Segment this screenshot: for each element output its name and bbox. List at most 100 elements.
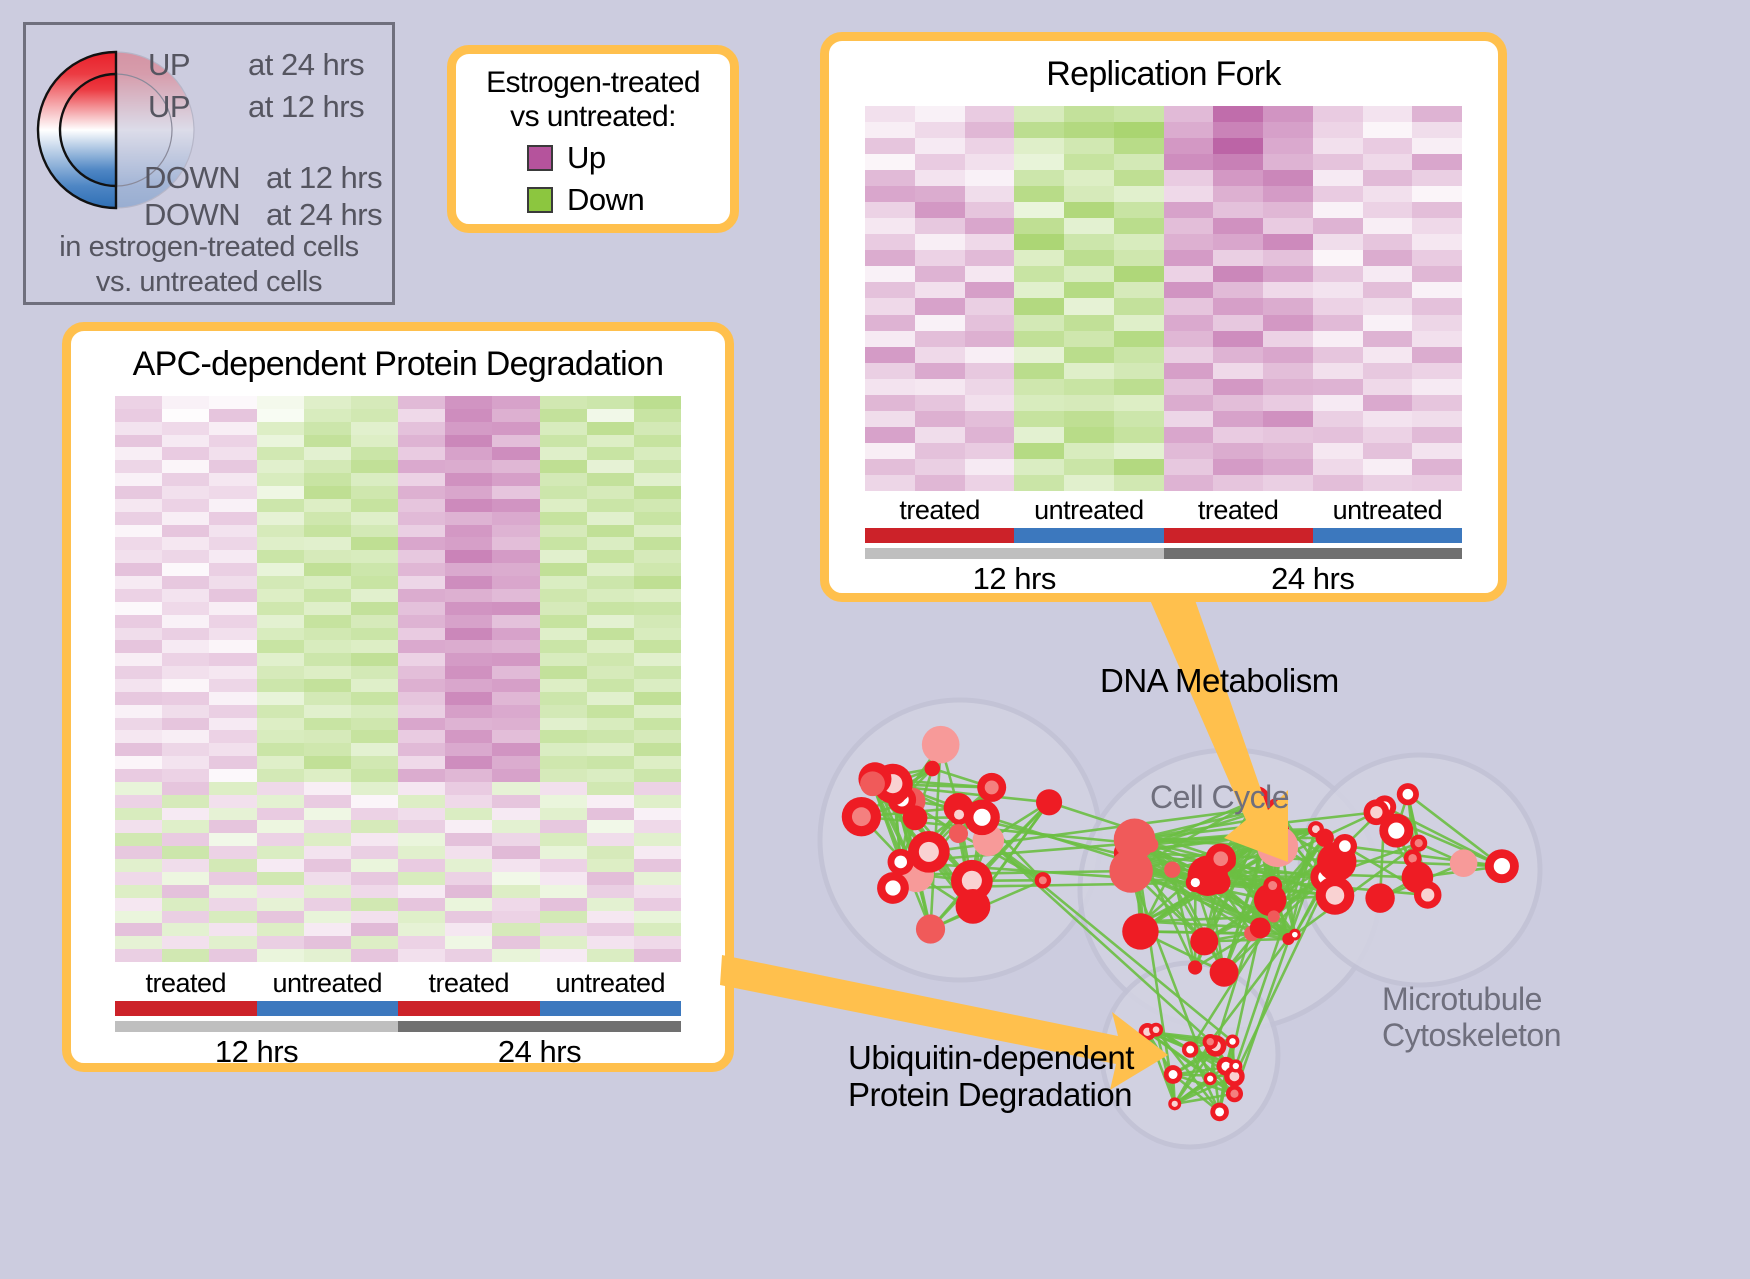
heatmap-cell — [162, 563, 210, 577]
heatmap-cell — [1113, 330, 1164, 347]
ring-legend-footer: in estrogen-treated cells vs. untreated … — [26, 230, 392, 301]
heatmap-cell — [1064, 442, 1114, 459]
apc-degradation-title: APC-dependent Protein Degradation — [132, 345, 664, 383]
heatmap-cell — [1412, 362, 1462, 379]
heatmap-cell — [539, 691, 587, 705]
ring-legend-suffix-up-12: at 12 hrs — [248, 89, 365, 124]
heatmap-cell — [256, 756, 304, 770]
heatmap-cell — [445, 820, 493, 834]
heatmap-cell — [162, 781, 210, 795]
heatmap-cell — [162, 511, 210, 525]
heatmap-cell — [1213, 314, 1263, 331]
sample-group-label: untreated — [1034, 495, 1144, 525]
time-bar-segment — [398, 1021, 681, 1032]
heatmap-cell — [350, 640, 398, 654]
treatment-bar-segment — [865, 528, 1015, 543]
heatmap-cell — [1163, 138, 1214, 155]
heatmap-cell — [256, 820, 304, 834]
heatmap-cell — [586, 408, 634, 422]
heatmap-cell — [398, 563, 446, 577]
heatmap-cell — [539, 653, 587, 667]
network-node-center — [885, 880, 901, 896]
heatmap-cell — [964, 346, 1015, 363]
heatmap-cell — [115, 511, 163, 525]
heatmap-cell — [1362, 202, 1413, 219]
heatmap-cell — [865, 378, 915, 395]
heatmap-cell — [303, 460, 351, 474]
heatmap-cell — [256, 717, 304, 731]
network-node — [1365, 883, 1395, 913]
heatmap-cell — [398, 653, 446, 667]
heatmap-cell — [633, 756, 681, 770]
treatment-bar-segment — [256, 1001, 398, 1016]
legend-item-down: Down — [456, 182, 730, 218]
heatmap-cell — [209, 910, 257, 924]
heatmap-cell — [445, 447, 493, 461]
heatmap-cell — [350, 498, 398, 512]
heatmap-cell — [162, 704, 210, 718]
heatmap-cell — [1312, 122, 1363, 139]
ring-legend-suffix-down-12: at 12 hrs — [266, 160, 383, 195]
heatmap-cell — [1362, 410, 1413, 427]
heatmap-cell — [1312, 266, 1363, 283]
heatmap-cell — [1163, 314, 1214, 331]
heatmap-cell — [398, 524, 446, 538]
heatmap-cell — [1312, 458, 1363, 475]
ring-legend-label-down-12: DOWN — [144, 160, 241, 195]
heatmap-cell — [350, 730, 398, 744]
network-edge — [891, 881, 1220, 890]
network-node — [1209, 957, 1239, 987]
heatmap-cell — [492, 511, 540, 525]
network-node-center — [851, 807, 871, 827]
heatmap-cell — [350, 871, 398, 885]
heatmap-cell — [115, 923, 163, 937]
heatmap-cell — [398, 794, 446, 808]
heatmap-cell — [1263, 314, 1313, 331]
heatmap-cell — [633, 820, 681, 834]
heatmap-cell — [1064, 458, 1114, 475]
heatmap-cell — [865, 250, 915, 267]
heatmap-cell — [1412, 282, 1462, 299]
network-node-center — [1232, 1062, 1239, 1070]
heatmap-cell — [539, 396, 587, 409]
heatmap-cell — [1412, 202, 1462, 219]
heatmap-cell — [1263, 362, 1313, 379]
heatmap-cell — [350, 537, 398, 551]
heatmap-cell — [303, 884, 351, 898]
heatmap-cell — [350, 859, 398, 872]
heatmap-cell — [865, 410, 915, 427]
heatmap-cell — [964, 458, 1015, 475]
heatmap-cell — [1163, 266, 1214, 283]
heatmap-cell — [1263, 202, 1313, 219]
heatmap-cell — [1113, 282, 1164, 299]
heatmap-cell — [445, 859, 493, 872]
heatmap-cell — [633, 807, 681, 821]
heatmap-cell — [209, 653, 257, 667]
heatmap-cell — [350, 807, 398, 821]
network-edge — [987, 839, 1217, 1048]
heatmap-cell — [1312, 186, 1363, 203]
heatmap-cell — [1064, 298, 1114, 315]
heatmap-cell — [115, 807, 163, 821]
heatmap-cell — [256, 769, 304, 782]
heatmap-cell — [1312, 234, 1363, 251]
heatmap-cell — [256, 601, 304, 615]
heatmap-cell — [539, 550, 587, 564]
network-edge — [1406, 792, 1504, 868]
heatmap-cell — [303, 563, 351, 577]
heatmap-cell — [492, 498, 540, 512]
heatmap-cell — [1163, 298, 1214, 315]
heatmap-cell — [539, 576, 587, 589]
network-edge — [1233, 836, 1326, 1096]
heatmap-cell — [303, 833, 351, 847]
network-node — [1113, 818, 1156, 861]
heatmap-cell — [209, 524, 257, 538]
heatmap-cell — [865, 122, 915, 139]
cluster-label-cell-cycle: Cell Cycle — [1150, 779, 1290, 815]
heatmap-cell — [539, 473, 587, 487]
heatmap-cell — [865, 266, 915, 283]
heatmap-cell — [1312, 106, 1363, 123]
heatmap-cell — [1312, 474, 1363, 491]
heatmap-cell — [209, 704, 257, 718]
heatmap-cell — [1213, 362, 1263, 379]
